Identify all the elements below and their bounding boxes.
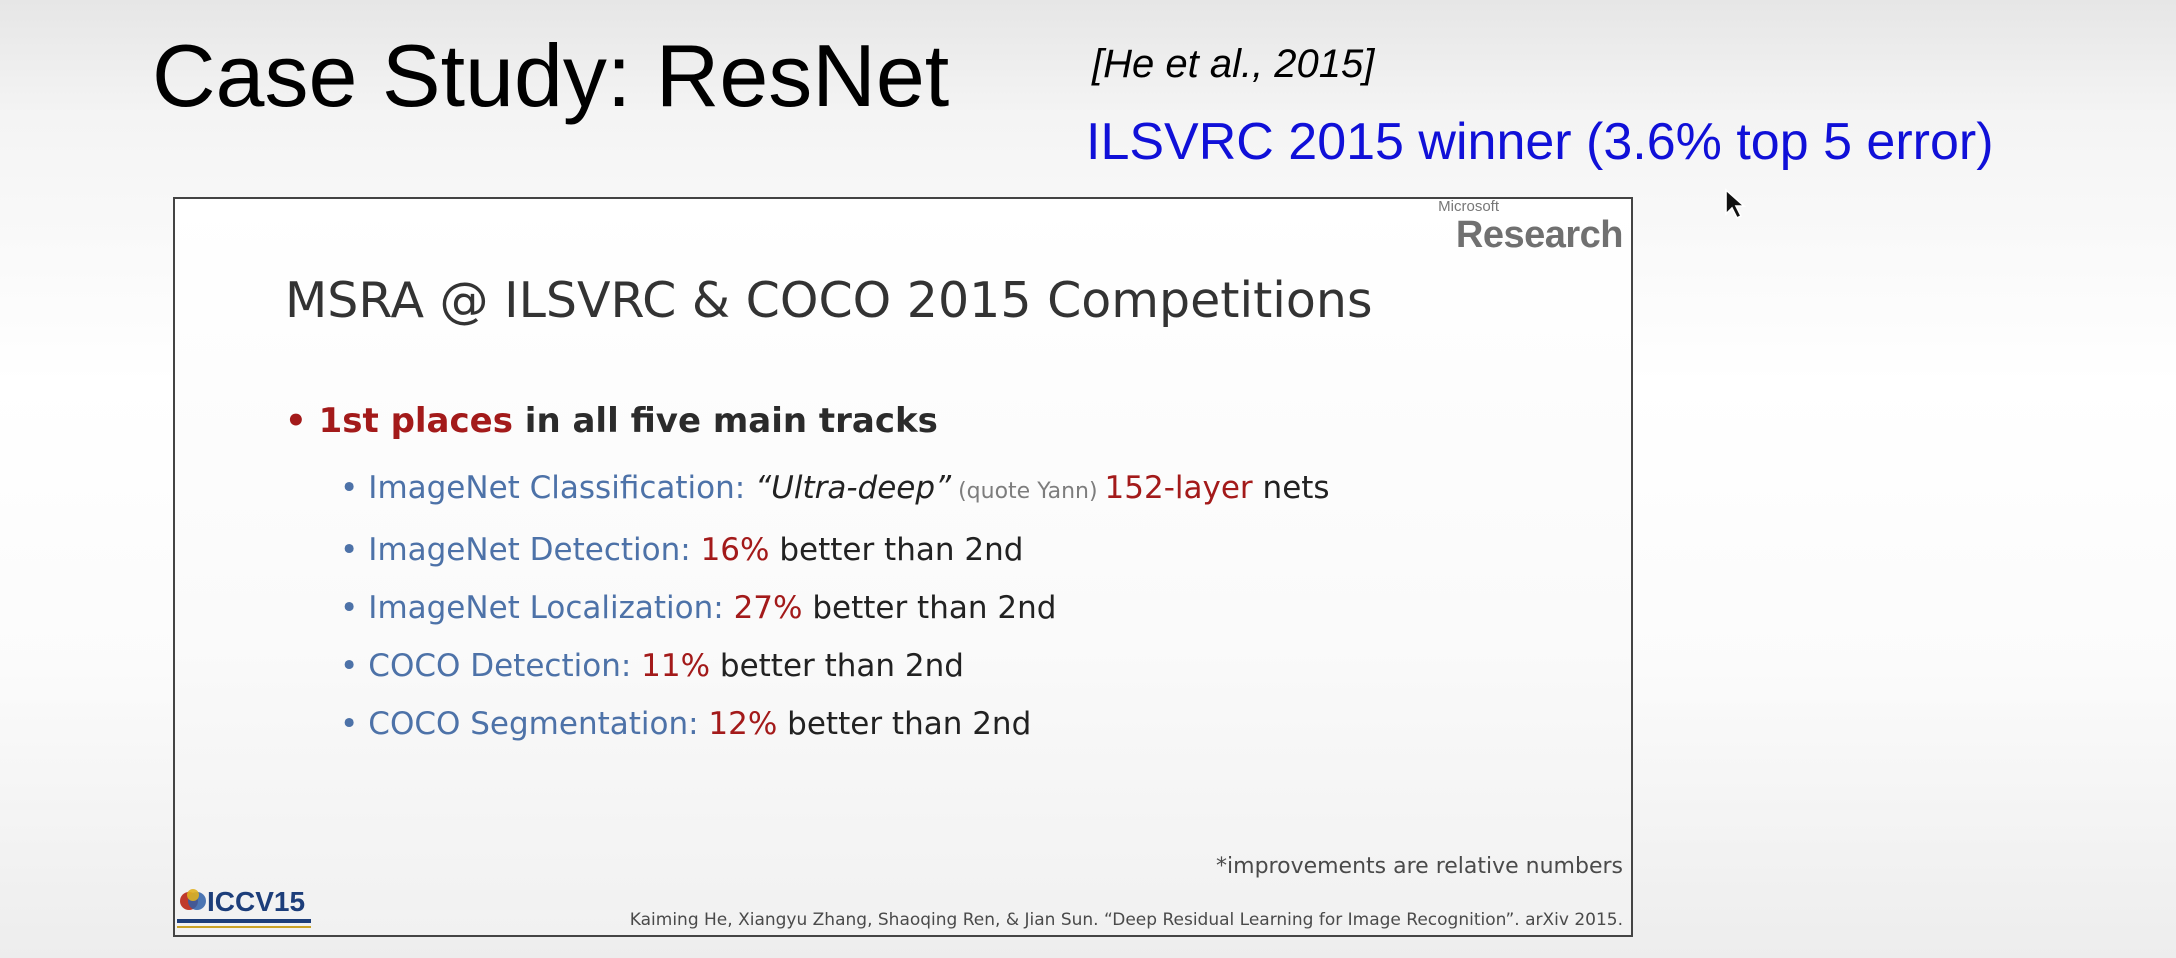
track-name: ImageNet Classification: — [368, 470, 755, 506]
list-item: • ImageNet Classification: “Ultra-deep” (… — [340, 459, 1330, 521]
track-value: 11% — [641, 648, 710, 684]
bullet-dot-icon: • — [340, 532, 358, 568]
track-value: 16% — [701, 532, 770, 568]
reference: Kaiming He, Xiangyu Zhang, Shaoqing Ren,… — [630, 909, 1623, 931]
track-suffix: better than 2nd — [777, 706, 1031, 742]
logo-small-text: Microsoft — [1438, 199, 1499, 215]
track-value: 12% — [708, 706, 777, 742]
track-value: 152-layer — [1105, 470, 1253, 506]
list-item: • COCO Segmentation: 12% better than 2nd — [340, 695, 1330, 753]
mouse-cursor-icon — [1724, 188, 1748, 220]
track-suffix: better than 2nd — [802, 590, 1056, 626]
embedded-slide-title: MSRA @ ILSVRC & COCO 2015 Competitions — [285, 271, 1372, 331]
track-name: ImageNet Detection: — [368, 532, 700, 568]
bullet-dot-icon: • — [340, 706, 358, 742]
main-bullet: • 1st places in all five main tracks — [285, 399, 938, 443]
iccv-logo-icon: ICCV15 — [175, 881, 315, 935]
bullet-dot-icon: • — [285, 401, 307, 441]
list-item: • ImageNet Localization: 27% better than … — [340, 579, 1330, 637]
bullet-dot-icon: • — [340, 470, 358, 506]
bullet-dot-icon: • — [340, 590, 358, 626]
track-suffix: better than 2nd — [769, 532, 1023, 568]
tracks-list: • ImageNet Classification: “Ultra-deep” (… — [340, 459, 1330, 753]
main-bullet-rest: in all five main tracks — [513, 401, 938, 441]
slide-title: Case Study: ResNet — [152, 26, 949, 126]
track-name: ImageNet Localization: — [368, 590, 733, 626]
track-name: COCO Detection: — [368, 648, 641, 684]
track-suffix: nets — [1253, 470, 1330, 506]
iccv-logo-text: ICCV15 — [207, 886, 305, 917]
list-item: • ImageNet Detection: 16% better than 2nd — [340, 521, 1330, 579]
track-suffix: better than 2nd — [710, 648, 964, 684]
winner-note: ILSVRC 2015 winner (3.6% top 5 error) — [1086, 112, 1994, 172]
logo-big-text: Research — [1438, 215, 1623, 255]
main-bullet-highlight: 1st places — [319, 401, 513, 441]
embedded-slide: Microsoft Research MSRA @ ILSVRC & COCO … — [173, 197, 1633, 937]
microsoft-research-logo: Microsoft Research — [1438, 199, 1623, 255]
track-value: 27% — [734, 590, 803, 626]
citation: [He et al., 2015] — [1092, 40, 1374, 88]
footnote: *improvements are relative numbers — [1216, 853, 1623, 881]
track-quote: “Ultra-deep” — [755, 470, 951, 506]
track-aside: (quote Yann) — [951, 479, 1104, 504]
list-item: • COCO Detection: 11% better than 2nd — [340, 637, 1330, 695]
track-name: COCO Segmentation: — [368, 706, 708, 742]
bullet-dot-icon: • — [340, 648, 358, 684]
